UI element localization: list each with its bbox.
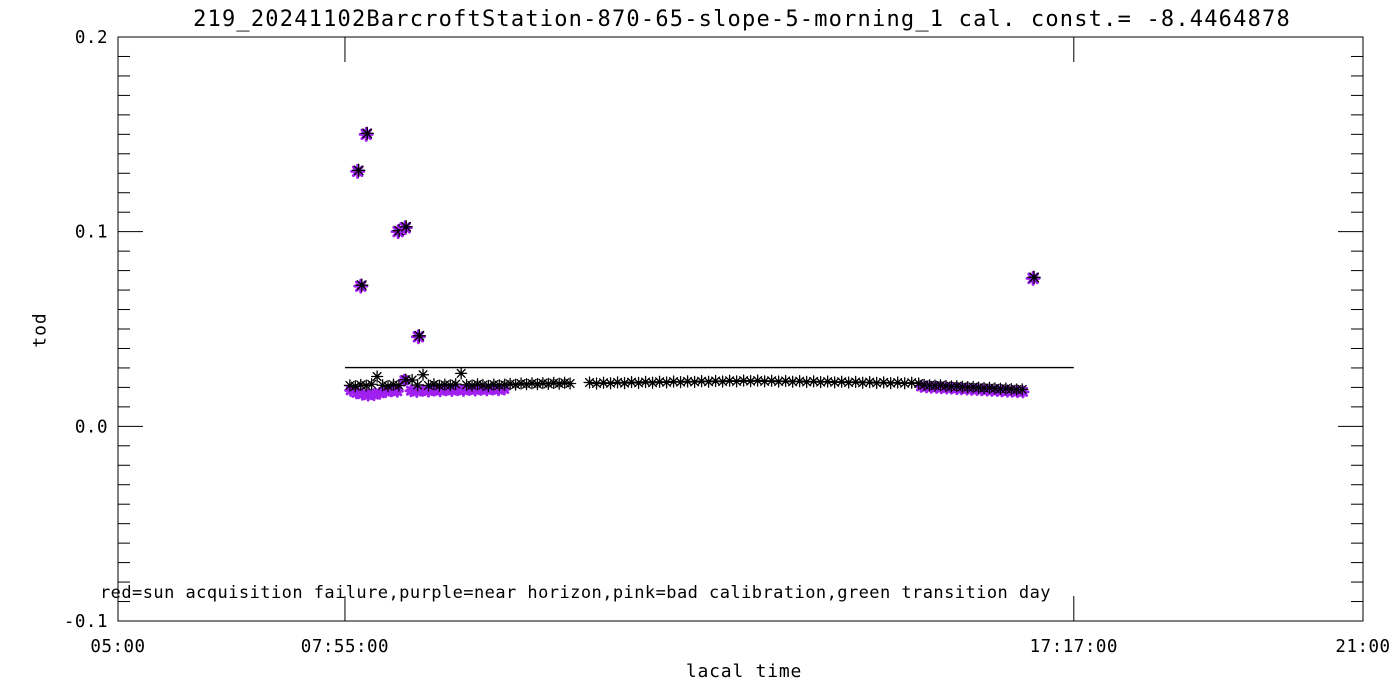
y-tick-label: 0.1: [75, 223, 108, 243]
flag-legend-annotation: red=sun acquisition failure,purple=near …: [100, 583, 1051, 603]
y-tick-label: 0.0: [75, 417, 108, 437]
y-tick-label: -0.1: [64, 612, 108, 632]
x-axis-label: lacal time: [685, 661, 803, 682]
axes-box: [117, 36, 1364, 622]
x-tick-label: 21:00: [1335, 637, 1390, 657]
x-tick-label: 17:17:00: [1030, 637, 1118, 657]
plot-title: 219_20241102BarcroftStation-870-65-slope…: [193, 7, 1291, 32]
x-tick-label: 07:55:00: [301, 637, 389, 657]
x-tick-label: 05:00: [90, 637, 145, 657]
y-tick-label: 0.2: [75, 28, 108, 48]
